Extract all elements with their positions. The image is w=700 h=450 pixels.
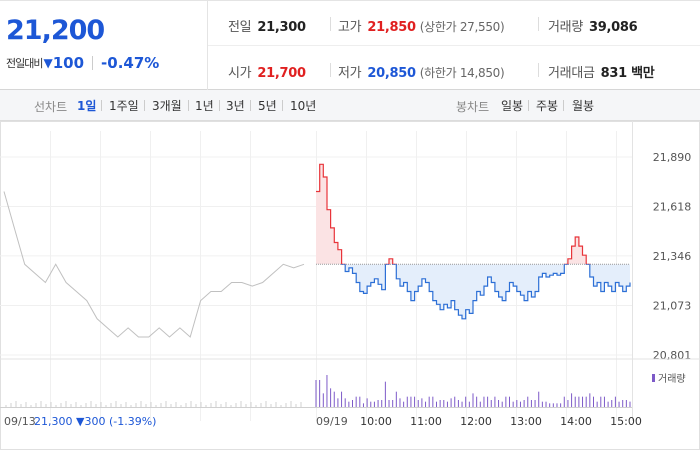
- volume-legend-label: 거래량: [658, 373, 686, 385]
- candle-chart-label: 봉차트: [456, 100, 490, 114]
- y-tick-label: 21,618: [653, 200, 692, 213]
- change-row: 전일대비 ▼ 100 -0.47%: [6, 54, 159, 72]
- prev-day-line: [3, 191, 305, 338]
- y-tick-label: 21,073: [653, 300, 692, 313]
- divider: [219, 100, 220, 111]
- prev-day-info: 21,300 ▼300 (-1.39%): [34, 415, 156, 428]
- row-divider: [208, 45, 700, 46]
- change-rate: -0.47%: [101, 54, 160, 72]
- x-tick-label: 12:00: [460, 415, 492, 428]
- divider: [92, 56, 94, 70]
- x-tick-label: 11:00: [410, 415, 442, 428]
- stat-volume: 거래량 39,086: [548, 20, 638, 35]
- divider: [330, 63, 331, 77]
- x-tick-label: 15:00: [610, 415, 642, 428]
- price-box: 21,200 전일대비 ▼ 100 -0.47%: [0, 1, 208, 90]
- divider: [101, 100, 102, 111]
- divider: [538, 63, 539, 77]
- stat-prev-close: 전일 21,300: [228, 20, 306, 35]
- area-below-base: [316, 264, 630, 319]
- divider: [330, 17, 331, 31]
- price-line-up: [316, 163, 591, 265]
- tab-1day[interactable]: 1일: [77, 99, 97, 113]
- price-chart: 21,890 21,618 21,346 21,073 20,801 거래량 09/13 21…: [0, 121, 700, 450]
- divider: [144, 100, 145, 111]
- tab-1year[interactable]: 1년: [195, 99, 214, 113]
- stat-high: 고가 21,850 (상한가 27,550): [338, 20, 505, 35]
- period-tabs: 선차트 1일 1주일 3개월 1년 3년 5년 10년 봉차트 일봉 주봉 월봉: [0, 90, 700, 121]
- tab-3month[interactable]: 3개월: [152, 99, 182, 113]
- down-arrow-icon: ▼: [43, 56, 53, 70]
- tab-daily[interactable]: 일봉: [501, 99, 524, 113]
- divider: [188, 100, 189, 111]
- quote-summary: 21,200 전일대비 ▼ 100 -0.47% 전일 21,300 고가 21,8…: [0, 0, 700, 90]
- y-tick-label: 20,801: [653, 349, 692, 362]
- y-tick-label: 21,346: [653, 250, 692, 263]
- x-tick-label: 13:00: [510, 415, 542, 428]
- divider: [528, 100, 529, 111]
- price-line-down: [341, 264, 631, 320]
- prev-day-date-label: 09/13: [4, 415, 36, 428]
- tab-weekly[interactable]: 주봉: [536, 99, 559, 113]
- stat-amount: 거래대금 831 백만: [548, 66, 655, 81]
- y-tick-label: 21,890: [653, 151, 692, 164]
- divider: [282, 100, 283, 111]
- tab-monthly[interactable]: 월봉: [572, 99, 595, 113]
- price-chart-svg: 21,890 21,618 21,346 21,073 20,801 거래량 09/1321…: [0, 121, 700, 450]
- divider: [563, 100, 564, 111]
- change-value: 100: [52, 54, 85, 72]
- divider: [538, 17, 539, 31]
- change-label: 전일대비: [6, 57, 43, 70]
- divider: [250, 100, 251, 111]
- volume-legend-icon: [652, 374, 655, 382]
- x-tick-label: 10:00: [360, 415, 392, 428]
- today-date-label: 09/19: [316, 415, 348, 428]
- tab-3year[interactable]: 3년: [226, 99, 245, 113]
- current-price: 21,200: [6, 15, 105, 46]
- line-chart-label: 선차트: [34, 100, 68, 114]
- stat-open: 시가 21,700: [228, 66, 306, 81]
- tab-10year[interactable]: 10년: [290, 99, 317, 113]
- x-tick-label: 14:00: [560, 415, 592, 428]
- tab-5year[interactable]: 5년: [258, 99, 277, 113]
- tab-1week[interactable]: 1주일: [109, 99, 139, 113]
- stat-low: 저가 20,850 (하한가 14,850): [338, 66, 505, 81]
